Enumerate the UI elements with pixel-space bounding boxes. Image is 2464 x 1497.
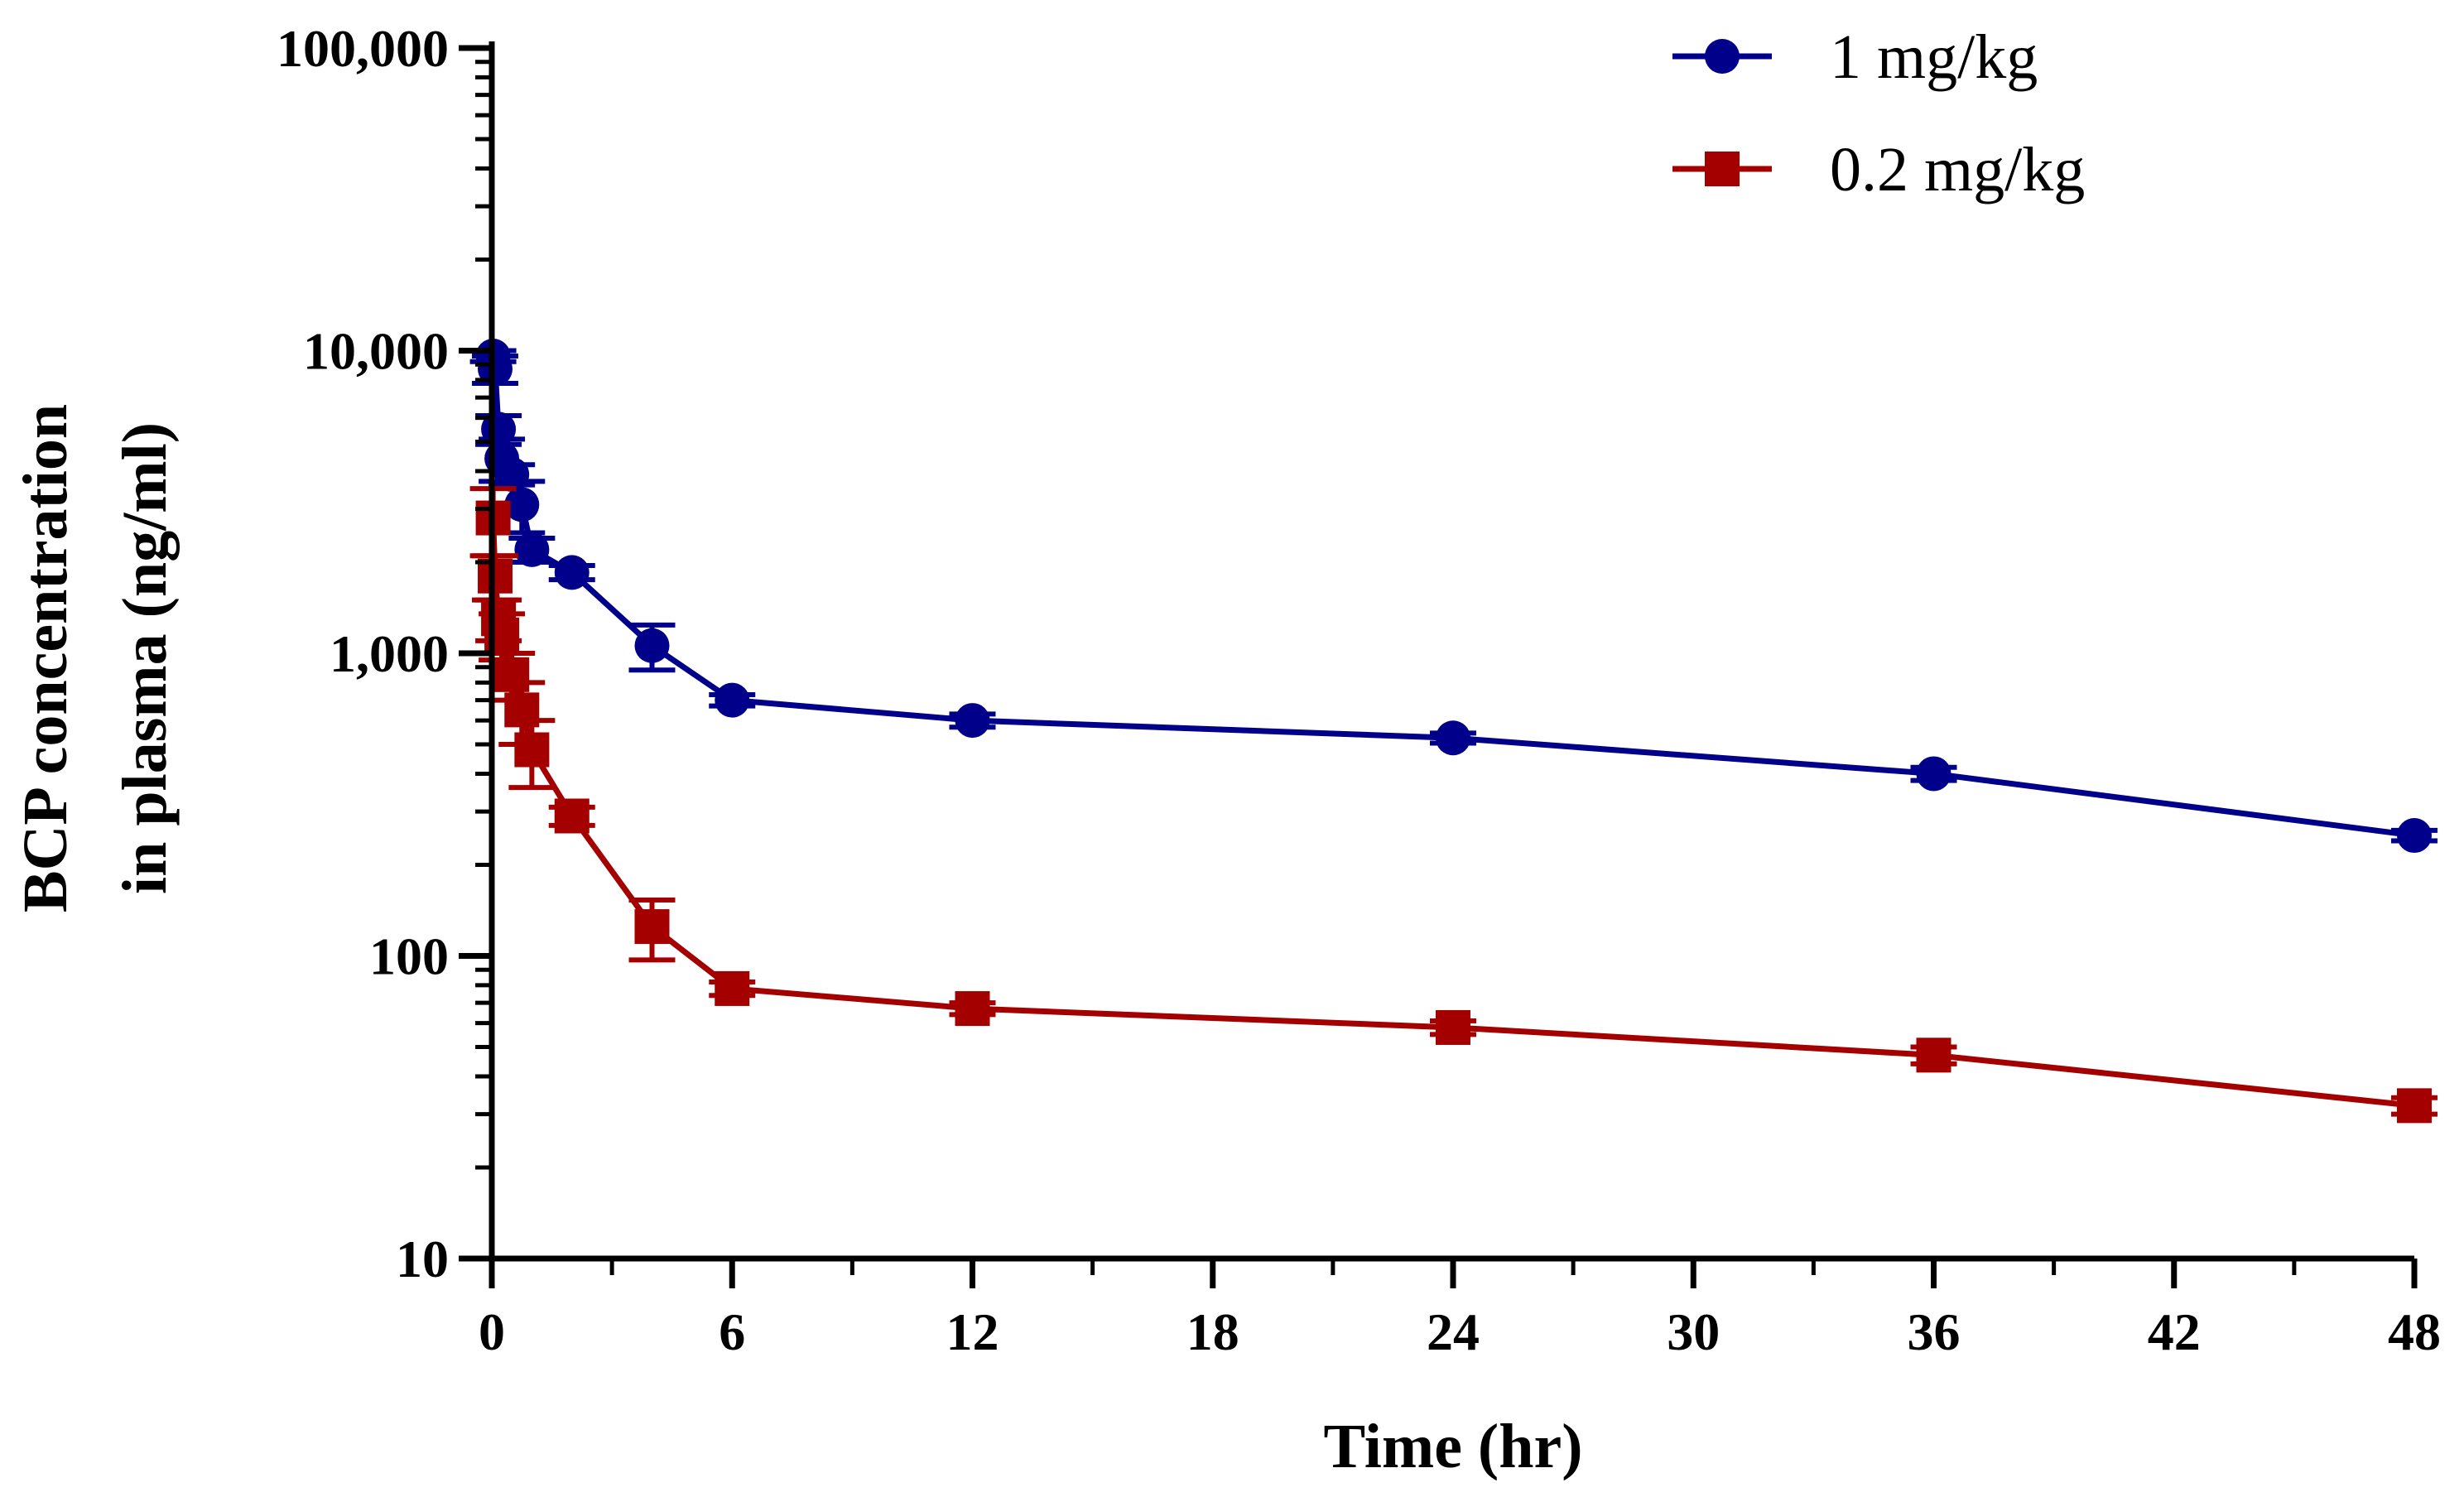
data-point bbox=[514, 732, 550, 768]
x-tick-label: 36 bbox=[1908, 1302, 1961, 1361]
x-tick-label: 12 bbox=[946, 1302, 999, 1361]
data-point bbox=[634, 909, 670, 945]
data-point bbox=[514, 532, 550, 567]
data-point bbox=[2397, 818, 2432, 854]
data-point bbox=[634, 628, 670, 663]
y-axis-title-line-2: in plasma (ng/ml) bbox=[110, 422, 180, 894]
y-axis-title-line-1: BCP concentration bbox=[11, 404, 80, 912]
series-1 bbox=[469, 338, 2438, 854]
legend-item-1: 1 mg/kg bbox=[1672, 22, 2038, 92]
x-tick-label: 18 bbox=[1186, 1302, 1239, 1361]
series-line bbox=[490, 355, 2415, 839]
data-point bbox=[1436, 1009, 1470, 1045]
legend-label: 1 mg/kg bbox=[1830, 22, 2038, 92]
legend-marker bbox=[1705, 152, 1740, 186]
data-point bbox=[955, 991, 990, 1027]
legend-label: 0.2 mg/kg bbox=[1830, 135, 2085, 205]
data-point bbox=[554, 555, 590, 590]
y-tick-label: 10,000 bbox=[303, 322, 449, 381]
data-point bbox=[715, 682, 750, 718]
y-tick-label: 100,000 bbox=[277, 19, 449, 78]
y-tick-label: 10 bbox=[396, 1230, 449, 1288]
axes-group: 10 100 1,000 10,000 100,000 0 6 12 18 24 30 36 42 48 bbox=[277, 19, 2441, 1361]
data-point bbox=[955, 703, 990, 739]
x-axis-title: Time (hr) bbox=[1323, 1412, 1582, 1481]
x-tick-label: 30 bbox=[1667, 1302, 1720, 1361]
data-point bbox=[504, 487, 540, 522]
data-point bbox=[1916, 756, 1951, 792]
legend: 1 mg/kg 0.2 mg/kg bbox=[1672, 22, 2085, 205]
legend-marker bbox=[1705, 39, 1740, 74]
x-tick-label: 42 bbox=[2148, 1302, 2201, 1361]
x-tick-label: 0 bbox=[479, 1302, 505, 1361]
data-point bbox=[1916, 1037, 1951, 1073]
data-point bbox=[478, 558, 513, 594]
y-tick-label: 1,000 bbox=[330, 624, 449, 683]
x-tick-label: 24 bbox=[1427, 1302, 1480, 1361]
data-point bbox=[2397, 1088, 2432, 1124]
series-2 bbox=[469, 486, 2438, 1124]
x-tick-label: 6 bbox=[719, 1302, 745, 1361]
legend-item-2: 0.2 mg/kg bbox=[1672, 135, 2085, 205]
x-tick-label: 48 bbox=[2388, 1302, 2441, 1361]
series-group bbox=[469, 338, 2438, 1124]
data-point bbox=[478, 351, 513, 387]
data-point bbox=[715, 970, 750, 1006]
y-tick-label: 100 bbox=[369, 927, 449, 986]
data-point bbox=[554, 798, 590, 834]
data-point bbox=[1436, 720, 1470, 756]
